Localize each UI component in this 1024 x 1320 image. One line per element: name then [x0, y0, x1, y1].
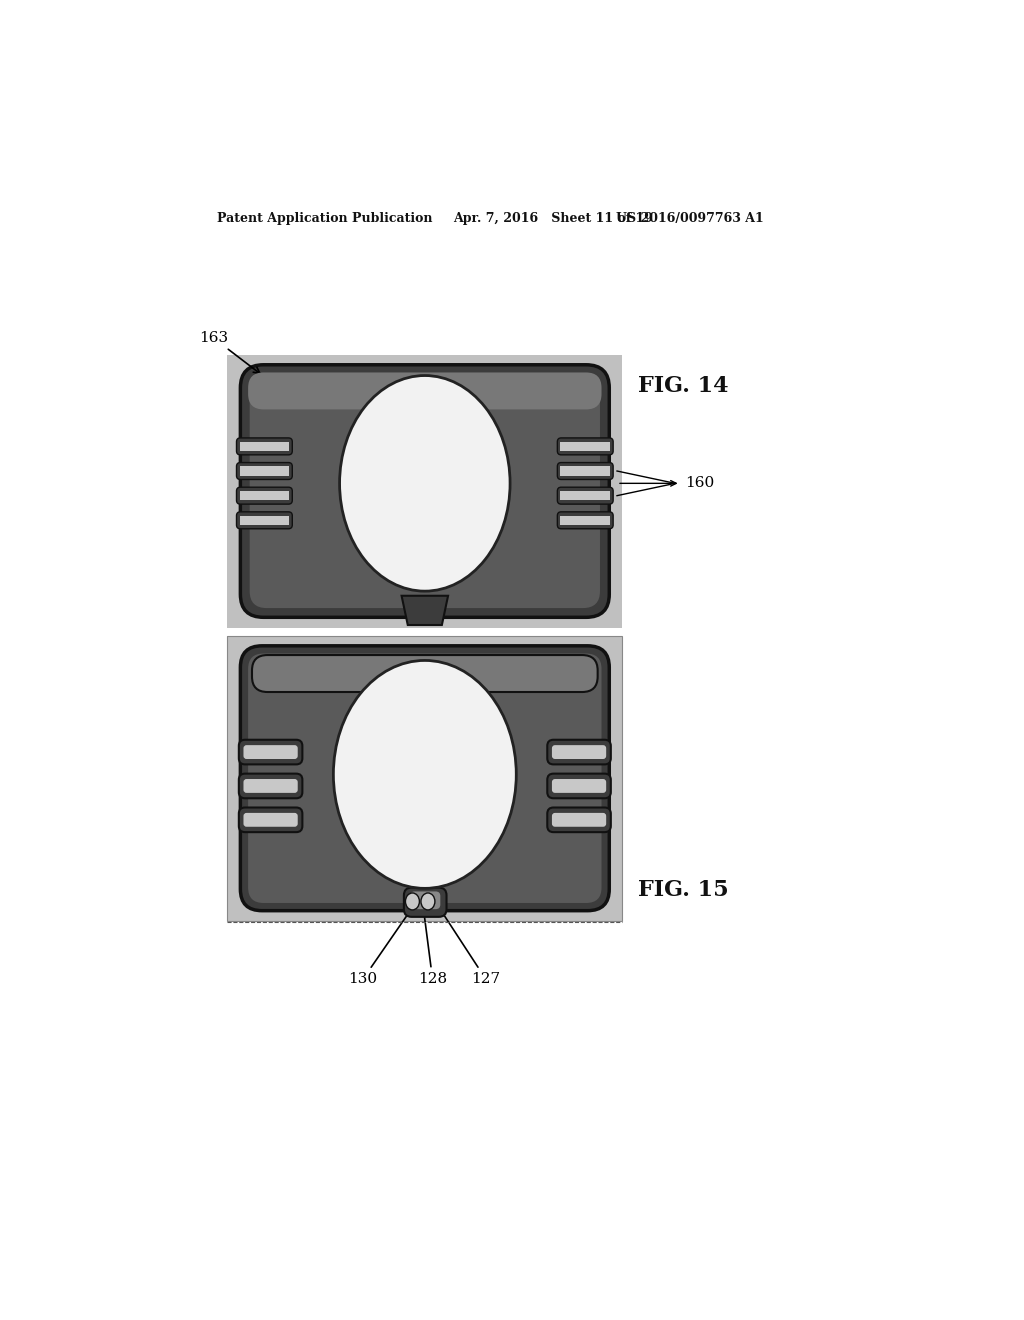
- FancyBboxPatch shape: [244, 744, 298, 759]
- FancyBboxPatch shape: [547, 739, 611, 764]
- Polygon shape: [401, 595, 449, 626]
- Bar: [560, 516, 610, 525]
- FancyBboxPatch shape: [248, 653, 601, 903]
- Bar: [560, 466, 610, 475]
- FancyBboxPatch shape: [557, 512, 613, 529]
- FancyBboxPatch shape: [250, 374, 600, 609]
- Bar: [240, 466, 289, 475]
- FancyBboxPatch shape: [237, 462, 292, 479]
- FancyBboxPatch shape: [237, 512, 292, 529]
- Bar: [560, 491, 610, 500]
- Ellipse shape: [334, 660, 516, 888]
- FancyBboxPatch shape: [241, 364, 609, 618]
- Bar: [560, 442, 610, 451]
- Text: Patent Application Publication: Patent Application Publication: [217, 213, 432, 224]
- Bar: [240, 442, 289, 451]
- FancyBboxPatch shape: [410, 891, 440, 909]
- Bar: [227, 636, 623, 921]
- FancyBboxPatch shape: [244, 779, 298, 793]
- Text: 128: 128: [418, 906, 447, 986]
- FancyBboxPatch shape: [552, 813, 606, 826]
- Bar: [227, 636, 623, 921]
- FancyBboxPatch shape: [252, 655, 598, 692]
- Text: 160: 160: [685, 477, 715, 490]
- FancyBboxPatch shape: [552, 744, 606, 759]
- FancyBboxPatch shape: [239, 739, 302, 764]
- Text: FIG. 15: FIG. 15: [638, 879, 728, 900]
- Ellipse shape: [406, 892, 420, 909]
- Text: FIG. 14: FIG. 14: [638, 375, 728, 396]
- FancyBboxPatch shape: [557, 462, 613, 479]
- FancyBboxPatch shape: [239, 774, 302, 799]
- FancyBboxPatch shape: [241, 645, 609, 911]
- FancyBboxPatch shape: [557, 438, 613, 455]
- FancyBboxPatch shape: [244, 813, 298, 826]
- FancyBboxPatch shape: [403, 887, 446, 917]
- FancyBboxPatch shape: [547, 808, 611, 832]
- FancyBboxPatch shape: [552, 779, 606, 793]
- FancyBboxPatch shape: [248, 372, 601, 409]
- Ellipse shape: [340, 376, 510, 591]
- Bar: [240, 491, 289, 500]
- Bar: [240, 516, 289, 525]
- Text: 130: 130: [348, 909, 412, 986]
- Text: 163: 163: [199, 331, 260, 374]
- Text: 127: 127: [435, 902, 501, 986]
- FancyBboxPatch shape: [237, 438, 292, 455]
- Ellipse shape: [421, 892, 435, 909]
- FancyBboxPatch shape: [239, 808, 302, 832]
- Text: Apr. 7, 2016   Sheet 11 of 19: Apr. 7, 2016 Sheet 11 of 19: [454, 213, 653, 224]
- FancyBboxPatch shape: [557, 487, 613, 504]
- FancyBboxPatch shape: [547, 774, 611, 799]
- Text: US 2016/0097763 A1: US 2016/0097763 A1: [616, 213, 764, 224]
- Bar: [227, 355, 623, 628]
- FancyBboxPatch shape: [237, 487, 292, 504]
